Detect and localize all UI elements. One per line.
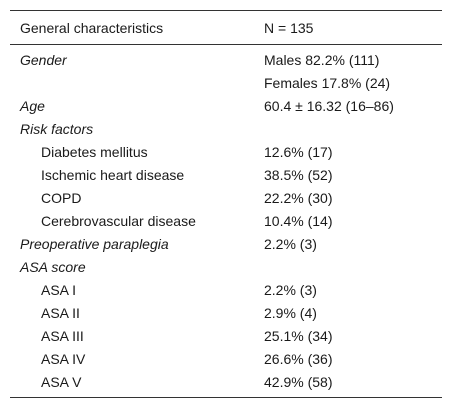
table-row: Age 60.4 ± 16.32 (16–86)	[10, 94, 442, 117]
characteristics-table-container: General characteristics N = 135 Gender Ma…	[10, 10, 442, 398]
row-label: Preoperative paraplegia	[20, 235, 169, 252]
table-row: ASA II 2.9% (4)	[10, 301, 442, 324]
row-value: 60.4 ± 16.32 (16–86)	[264, 97, 394, 114]
table-row: Cerebrovascular disease 10.4% (14)	[10, 209, 442, 232]
header-characteristics: General characteristics	[10, 10, 254, 45]
table-row: ASA V 42.9% (58)	[10, 370, 442, 398]
row-label: Ischemic heart disease	[41, 166, 185, 183]
table-row: Females 17.8% (24)	[10, 71, 442, 94]
row-value: 2.9% (4)	[264, 304, 317, 321]
row-value	[254, 255, 442, 278]
row-label: Gender	[20, 51, 67, 68]
row-label: ASA III	[41, 327, 84, 344]
row-label: Diabetes mellitus	[41, 143, 148, 160]
row-value: 38.5% (52)	[264, 166, 333, 183]
row-label: Age	[20, 97, 45, 114]
table-row: Gender Males 82.2% (111)	[10, 45, 442, 72]
row-value: 22.2% (30)	[264, 189, 333, 206]
row-value: 12.6% (17)	[264, 143, 333, 160]
table-row: COPD 22.2% (30)	[10, 186, 442, 209]
characteristics-table: General characteristics N = 135 Gender Ma…	[10, 10, 442, 398]
row-value: 2.2% (3)	[264, 281, 317, 298]
row-label: ASA I	[41, 281, 77, 298]
table-row: ASA IV 26.6% (36)	[10, 347, 442, 370]
table-header: General characteristics N = 135	[10, 10, 442, 45]
row-value: 2.2% (3)	[264, 235, 317, 252]
row-label: ASA score	[20, 258, 86, 275]
row-value: 25.1% (34)	[264, 327, 333, 344]
table-row: Ischemic heart disease 38.5% (52)	[10, 163, 442, 186]
table-row: ASA III 25.1% (34)	[10, 324, 442, 347]
row-label: ASA IV	[41, 350, 86, 367]
table-row: ASA I 2.2% (3)	[10, 278, 442, 301]
row-value: Males 82.2% (111)	[264, 51, 380, 68]
row-value	[254, 117, 442, 140]
table-body: Gender Males 82.2% (111) Females 17.8% (24…	[10, 45, 442, 398]
table-row: Preoperative paraplegia 2.2% (3)	[10, 232, 442, 255]
row-label	[10, 71, 254, 94]
row-value: 10.4% (14)	[264, 212, 333, 229]
row-value: 26.6% (36)	[264, 350, 333, 367]
header-n: N = 135	[254, 10, 442, 45]
header-row: General characteristics N = 135	[10, 10, 442, 45]
row-value: Females 17.8% (24)	[264, 74, 391, 91]
table-row: Risk factors	[10, 117, 442, 140]
row-label: ASA V	[10, 370, 254, 398]
table-row: ASA score	[10, 255, 442, 278]
row-label: Risk factors	[20, 120, 94, 137]
row-value: 42.9% (58)	[254, 370, 442, 398]
row-label: COPD	[41, 189, 82, 206]
table-row: Diabetes mellitus 12.6% (17)	[10, 140, 442, 163]
row-label: ASA II	[41, 304, 80, 321]
row-label: Cerebrovascular disease	[41, 212, 196, 229]
